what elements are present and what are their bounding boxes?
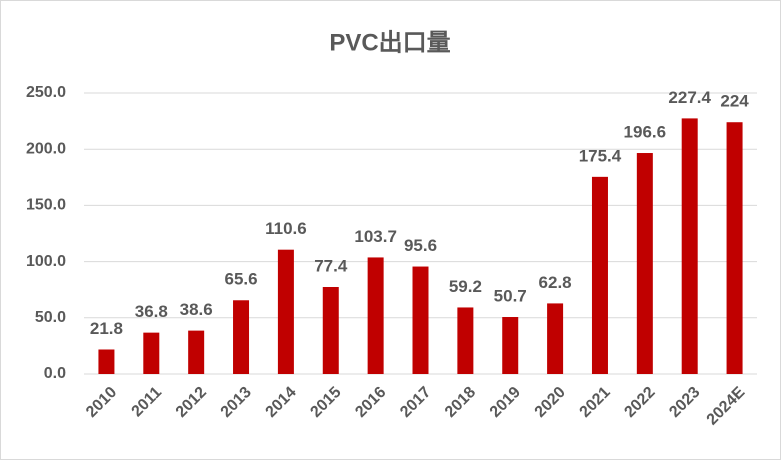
y-tick-label: 150.0 xyxy=(26,197,66,214)
bar xyxy=(277,249,294,374)
value-label: 196.6 xyxy=(624,123,667,142)
bar xyxy=(98,349,115,374)
value-label: 36.8 xyxy=(135,302,168,321)
bar xyxy=(502,317,519,374)
chart-title: PVC出口量 xyxy=(329,29,450,56)
bar xyxy=(726,122,743,374)
bar xyxy=(591,176,608,374)
bar xyxy=(233,300,250,374)
bar xyxy=(143,332,160,374)
bar xyxy=(547,303,564,374)
value-label: 38.6 xyxy=(180,300,213,319)
bar xyxy=(367,257,384,374)
value-label: 62.8 xyxy=(539,273,572,292)
value-label: 224 xyxy=(720,92,749,111)
value-label: 77.4 xyxy=(314,256,348,275)
y-tick-label: 100.0 xyxy=(26,253,66,270)
y-tick-label: 50.0 xyxy=(35,309,66,326)
bar xyxy=(322,287,339,374)
bar xyxy=(681,118,698,374)
value-label: 103.7 xyxy=(354,227,397,246)
bar xyxy=(636,153,653,374)
value-label: 110.6 xyxy=(265,219,307,238)
value-label: 175.4 xyxy=(579,146,622,165)
value-label: 21.8 xyxy=(90,319,123,338)
y-tick-label: 0.0 xyxy=(44,365,66,382)
bar xyxy=(188,330,205,374)
value-label: 59.2 xyxy=(449,277,482,296)
bar xyxy=(457,307,474,374)
value-label: 50.7 xyxy=(494,286,527,305)
value-label: 227.4 xyxy=(668,88,711,107)
y-tick-label: 250.0 xyxy=(26,84,66,101)
bar xyxy=(412,266,429,374)
value-label: 65.6 xyxy=(224,270,257,289)
y-tick-label: 200.0 xyxy=(26,140,66,157)
value-label: 95.6 xyxy=(404,236,437,255)
